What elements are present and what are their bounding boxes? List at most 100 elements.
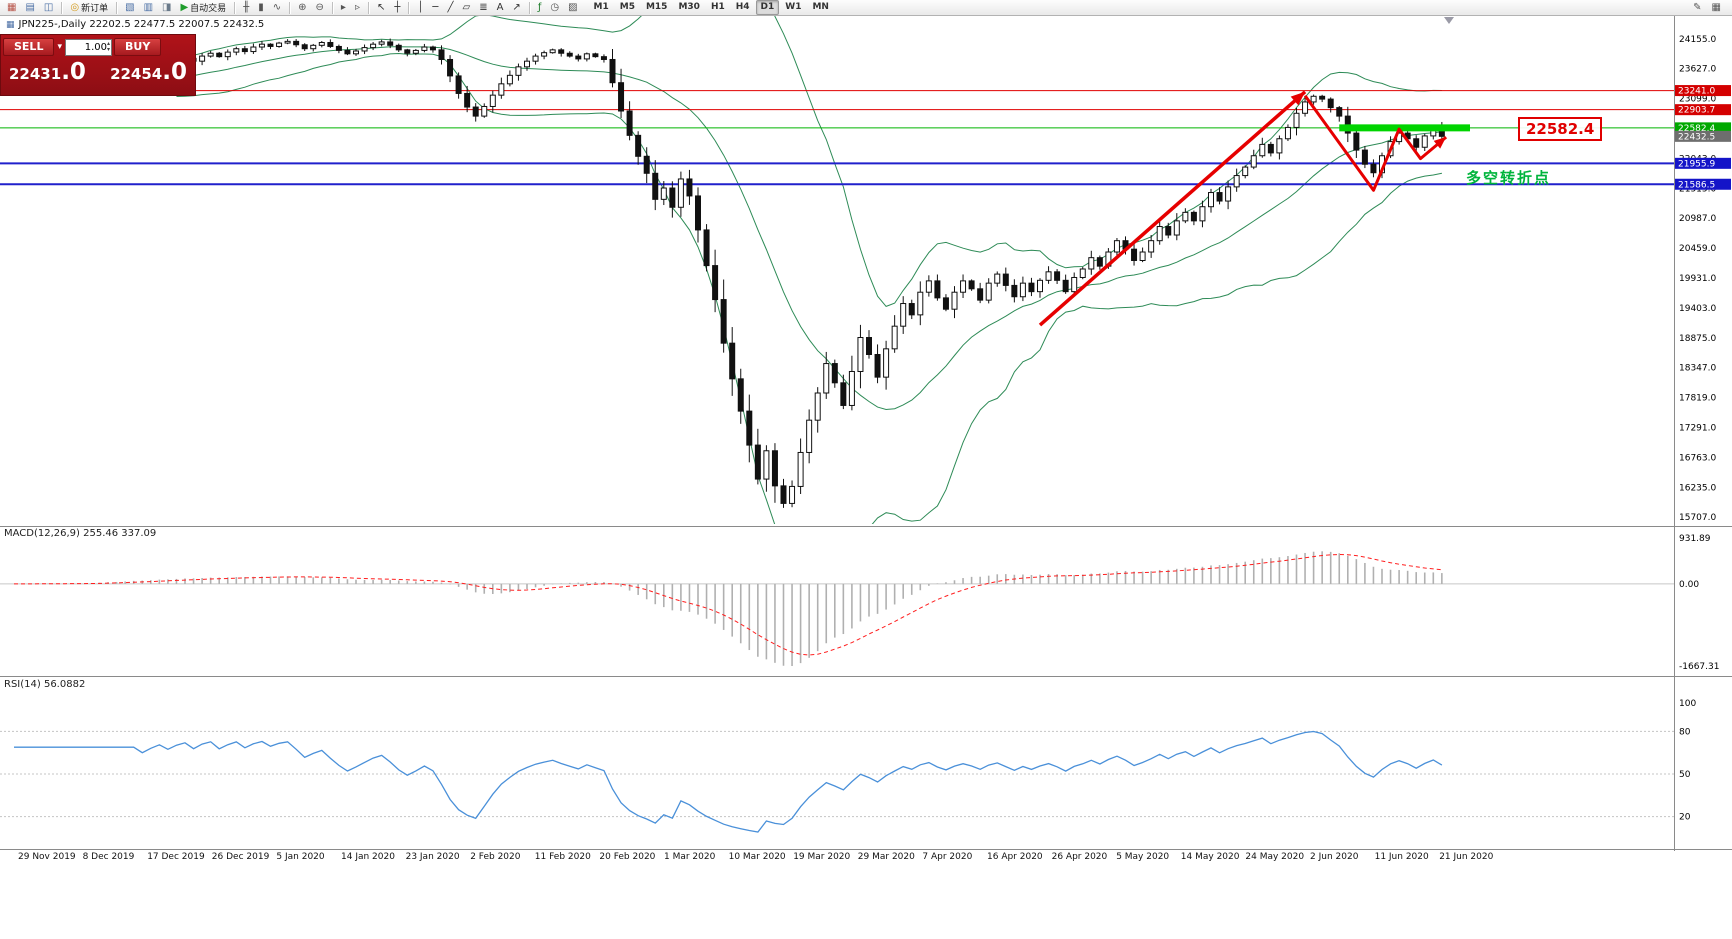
crosshair-icon[interactable]: ┼ bbox=[390, 1, 404, 15]
chart-ohlc-header: ▦ JPN225-,Daily 22202.5 22477.5 22007.5 … bbox=[6, 19, 264, 30]
autotrading-button: ▶ bbox=[180, 1, 189, 13]
timeframe-m1[interactable]: M1 bbox=[593, 2, 609, 12]
indicators-icon: ƒ bbox=[537, 1, 542, 13]
svg-text:16763.0: 16763.0 bbox=[1679, 453, 1716, 463]
volume-down-icon[interactable]: ▾ bbox=[107, 46, 111, 53]
svg-text:22903.7: 22903.7 bbox=[1678, 106, 1715, 116]
buy-price[interactable]: 22454.0 bbox=[110, 59, 187, 85]
edit-chart-icon[interactable]: ✎ bbox=[1693, 2, 1702, 13]
autotrading-button[interactable]: ▶ 自动交易 bbox=[176, 1, 230, 15]
text-label-icon: A bbox=[496, 1, 504, 13]
toolbar: ▦ ▤ ◫ ◎ 新订单 ▧ ▥ ◨ ▶ 自动交易 ╫ ▮ ∿ ⊕ ⊖ ▸ ▹ ↖ ┼ │ ─ ╱ ▱ ≣ A ↗ ƒ ◷ ▨ M1 M5 M… bbox=[0, 0, 1732, 16]
date-label: 5 May 2020 bbox=[1116, 852, 1170, 862]
candlestick-chart-icon[interactable]: ▮ bbox=[254, 1, 268, 15]
svg-text:23627.0: 23627.0 bbox=[1679, 65, 1716, 75]
zoom-in-icon: ⊕ bbox=[298, 1, 307, 13]
new-order-button[interactable]: ◎ 新订单 bbox=[66, 1, 112, 15]
equidistant-channel-icon[interactable]: ▱ bbox=[458, 1, 474, 15]
templates-icon: ▨ bbox=[568, 1, 578, 13]
chart-shift-icon[interactable]: ▹ bbox=[351, 1, 364, 15]
arrows-tool-icon[interactable]: ↗ bbox=[508, 1, 524, 15]
crosshair-icon: ┼ bbox=[394, 1, 401, 13]
toolbar-separator bbox=[408, 1, 410, 14]
macd-label: MACD(12,26,9) 255.46 337.09 bbox=[4, 528, 157, 539]
svg-text:17819.0: 17819.0 bbox=[1679, 394, 1716, 404]
svg-text:16235.0: 16235.0 bbox=[1679, 483, 1716, 493]
indicators-icon[interactable]: ƒ bbox=[534, 1, 546, 15]
main-chart-panel[interactable]: 24155.023627.023099.022571.022043.021515… bbox=[0, 16, 1732, 524]
auto-scroll-icon[interactable]: ▸ bbox=[337, 1, 350, 15]
bar-chart-icon[interactable]: ╫ bbox=[239, 1, 253, 15]
date-label: 29 Nov 2019 bbox=[18, 852, 76, 862]
vertical-line-icon[interactable]: │ bbox=[413, 1, 427, 15]
sell-button[interactable]: SELL bbox=[3, 38, 55, 56]
line-chart-icon[interactable]: ∿ bbox=[269, 1, 285, 15]
volume-stepper: ▴ ▾ bbox=[107, 41, 110, 53]
date-label: 2 Feb 2020 bbox=[470, 852, 521, 862]
macd-signal-line bbox=[14, 553, 1442, 656]
zoom-in-icon[interactable]: ⊕ bbox=[294, 1, 310, 15]
date-label: 23 Jan 2020 bbox=[405, 852, 460, 862]
sell-price[interactable]: 22431.0 bbox=[9, 59, 86, 85]
svg-text:23241.0: 23241.0 bbox=[1678, 87, 1715, 97]
timeframe-m30[interactable]: M30 bbox=[678, 2, 700, 12]
fibonacci-icon[interactable]: ≣ bbox=[475, 1, 491, 15]
macd-axis: 931.89 0.00 -1667.31 bbox=[1679, 534, 1719, 672]
text-label-icon[interactable]: A bbox=[493, 1, 508, 15]
rsi-panel[interactable]: 100 80 50 20 bbox=[0, 676, 1732, 850]
chart-profiles-icon[interactable]: ▤ bbox=[21, 1, 38, 15]
timeframe-w1[interactable]: W1 bbox=[785, 2, 802, 12]
market-watch-icon[interactable]: ◫ bbox=[40, 1, 57, 15]
date-label: 5 Jan 2020 bbox=[276, 852, 325, 862]
horizontal-line-icon[interactable]: ─ bbox=[428, 1, 442, 15]
svg-text:23099.0: 23099.0 bbox=[1679, 95, 1716, 105]
svg-text:50: 50 bbox=[1679, 770, 1691, 780]
candlestick-chart-icon: ▮ bbox=[258, 1, 264, 13]
templates-icon[interactable]: ▨ bbox=[564, 1, 581, 15]
timeframe-d1[interactable]: D1 bbox=[755, 0, 780, 15]
svg-text:931.89: 931.89 bbox=[1679, 534, 1711, 544]
svg-text:20987.0: 20987.0 bbox=[1679, 214, 1716, 224]
svg-text:100: 100 bbox=[1679, 699, 1696, 709]
timeframe-h4[interactable]: H4 bbox=[735, 2, 750, 12]
navigator-icon[interactable]: ▧ bbox=[121, 1, 138, 15]
volume-field: ▴ ▾ bbox=[65, 38, 113, 56]
svg-text:19931.0: 19931.0 bbox=[1679, 274, 1716, 284]
toolbar-separator bbox=[289, 1, 291, 14]
trade-options-caret-icon[interactable]: ▾ bbox=[57, 42, 62, 52]
strategy-tester-icon[interactable]: ◨ bbox=[158, 1, 175, 15]
macd-histogram bbox=[21, 551, 1443, 667]
timeframe-m15[interactable]: M15 bbox=[645, 2, 668, 12]
terminal-icon[interactable]: ▥ bbox=[140, 1, 157, 15]
svg-text:0.00: 0.00 bbox=[1679, 580, 1699, 590]
timeframe-mn[interactable]: MN bbox=[812, 2, 829, 12]
date-label: 20 Feb 2020 bbox=[599, 852, 656, 862]
equidistant-channel-icon: ▱ bbox=[462, 1, 471, 13]
timeframe-group: M1 M5 M15 M30 H1 H4 D1 W1 MN bbox=[589, 0, 834, 15]
macd-panel[interactable]: 931.89 0.00 -1667.31 bbox=[0, 526, 1732, 674]
date-label: 7 Apr 2020 bbox=[922, 852, 973, 862]
toolbar-separator bbox=[331, 1, 333, 14]
date-label: 29 Mar 2020 bbox=[857, 852, 915, 862]
timeframe-h1[interactable]: H1 bbox=[710, 2, 725, 12]
price-callout-label: 22582.4 bbox=[1518, 117, 1603, 141]
svg-text:80: 80 bbox=[1679, 727, 1691, 737]
trendline-icon[interactable]: ╱ bbox=[443, 1, 457, 15]
zoom-out-icon[interactable]: ⊖ bbox=[312, 1, 328, 15]
window-list-icon[interactable]: ▦ bbox=[1711, 2, 1721, 13]
new-order-button: ◎ bbox=[70, 1, 80, 13]
periods-icon[interactable]: ◷ bbox=[546, 1, 563, 15]
fibonacci-icon: ≣ bbox=[479, 1, 488, 13]
buy-button[interactable]: BUY bbox=[114, 38, 162, 56]
timeframe-m5[interactable]: M5 bbox=[619, 2, 635, 12]
cursor-icon[interactable]: ↖ bbox=[373, 1, 389, 15]
date-label: 11 Jun 2020 bbox=[1374, 852, 1429, 862]
chart-shift-marker-icon[interactable] bbox=[1444, 17, 1454, 24]
date-label: 2 Jun 2020 bbox=[1310, 852, 1359, 862]
chart-shift-icon: ▹ bbox=[354, 1, 360, 13]
volume-input[interactable] bbox=[69, 41, 107, 53]
navigator-icon: ▧ bbox=[125, 1, 135, 13]
volume-up-icon[interactable]: ▴ bbox=[107, 40, 111, 47]
new-chart-icon[interactable]: ▦ bbox=[3, 1, 20, 15]
svg-text:22432.5: 22432.5 bbox=[1678, 132, 1715, 142]
